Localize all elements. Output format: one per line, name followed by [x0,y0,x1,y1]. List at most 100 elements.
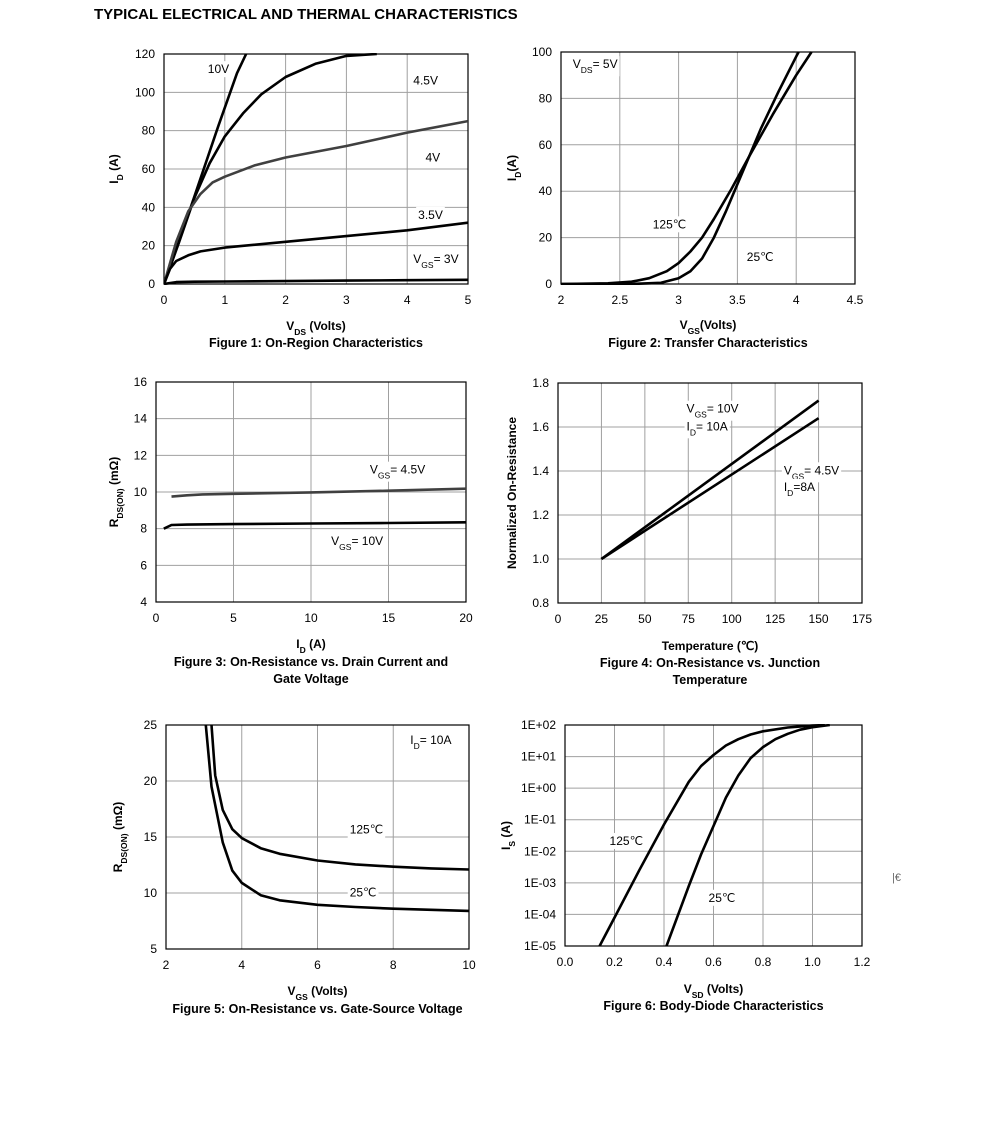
x-tick-label: 4 [793,293,800,307]
label-background [781,478,818,499]
figure-caption: Figure 6: Body-Diode Characteristics [603,999,823,1013]
y-tick-label: 14 [134,412,148,426]
x-tick-label: 5 [465,293,472,307]
label-background [607,832,646,849]
figure-caption: Figure 4: On-Resistance vs. Junction [600,656,820,670]
curve-label: 25℃ [350,885,377,899]
y-axis-label: IS (A) [499,821,517,850]
x-tick-label: 4.5 [847,293,864,307]
x-tick-label: 125 [765,612,785,626]
x-tick-label: 2.5 [611,293,628,307]
label-background [367,461,428,482]
y-tick-label: 1E-01 [524,813,556,827]
label-background [411,72,440,89]
series-line [210,724,469,871]
y-tick-label: 100 [532,45,552,59]
x-axis-label: ID (A) [296,637,325,655]
y-tick-label: 1E+00 [521,781,556,795]
label-background [684,400,741,421]
label-background [706,889,738,906]
figure-caption: Figure 5: On-Resistance vs. Gate-Source … [172,1002,462,1016]
series-line [164,278,468,285]
x-tick-label: 3.5 [729,293,746,307]
plot-frame [557,382,863,604]
y-tick-label: 10 [144,886,158,900]
y-tick-label: 80 [142,124,156,138]
series-line [171,487,466,498]
y-tick-label: 15 [144,830,158,844]
curve-label: 125℃ [610,834,644,848]
x-tick-label: 0 [153,611,160,625]
x-tick-label: 15 [382,611,396,625]
label-background [205,61,232,78]
curve-label: VGS= 10V [687,402,739,420]
x-tick-label: 175 [852,612,872,626]
series-line [164,221,468,285]
y-tick-label: 12 [134,448,148,462]
y-tick-label: 40 [142,200,156,214]
x-tick-label: 1.0 [804,955,821,969]
y-tick-label: 120 [135,47,155,61]
label-background [423,149,443,166]
y-tick-label: 5 [150,942,157,956]
y-tick-label: 40 [539,184,553,198]
series-line [600,417,820,561]
x-tick-label: 0.6 [705,955,722,969]
y-tick-label: 1.2 [532,508,549,522]
y-tick-label: 80 [539,91,553,105]
label-background [781,462,842,483]
series-line [163,521,466,530]
x-tick-label: 10 [304,611,318,625]
series-line [598,724,825,947]
x-tick-label: 20 [459,611,473,625]
curve-label: VGS= 10V [331,534,383,552]
figure-caption: Figure 3: On-Resistance vs. Drain Curren… [174,655,448,669]
x-tick-label: 50 [638,612,652,626]
series-line [561,51,813,285]
plot-frame [560,51,856,285]
x-axis-label: VGS(Volts) [680,318,737,336]
figure-caption-line2: Temperature [673,673,748,687]
y-tick-label: 20 [539,231,553,245]
curve-label: ID=8A [784,480,815,498]
x-tick-label: 2 [163,958,170,972]
figure-caption: Figure 2: Transfer Characteristics [608,336,807,350]
x-tick-label: 4 [238,958,245,972]
y-axis-label: ID(A) [505,155,523,181]
curve-label: 25℃ [747,250,774,264]
y-tick-label: 10 [134,485,148,499]
x-tick-label: 0.0 [557,955,574,969]
x-tick-label: 0.2 [606,955,623,969]
x-tick-label: 3 [343,293,350,307]
y-tick-label: 60 [539,138,553,152]
label-background [570,56,620,77]
x-tick-label: 150 [809,612,829,626]
x-tick-label: 1 [221,293,228,307]
series-line [600,399,820,561]
x-axis-label: VSD (Volts) [684,982,744,1000]
y-tick-label: 4 [140,595,147,609]
y-tick-label: 20 [144,774,158,788]
series-line [204,724,469,913]
plot-frame [163,53,469,285]
curve-label: 3.5V [418,208,443,222]
y-tick-label: 1E-02 [524,844,556,858]
label-background [329,533,386,554]
y-axis-label: RDS(ON) (mΩ) [107,457,125,528]
curve-label: ID= 10A [410,733,451,751]
curve-label: VGS= 4.5V [370,463,425,481]
curve-label: ID= 10A [687,419,728,437]
x-tick-label: 0 [555,612,562,626]
curve-label: VDS= 5V [573,57,618,75]
plot-frame [564,724,863,947]
y-tick-label: 0.8 [532,596,549,610]
x-tick-label: 25 [595,612,609,626]
y-axis-label: Normalized On-Resistance [505,417,519,569]
